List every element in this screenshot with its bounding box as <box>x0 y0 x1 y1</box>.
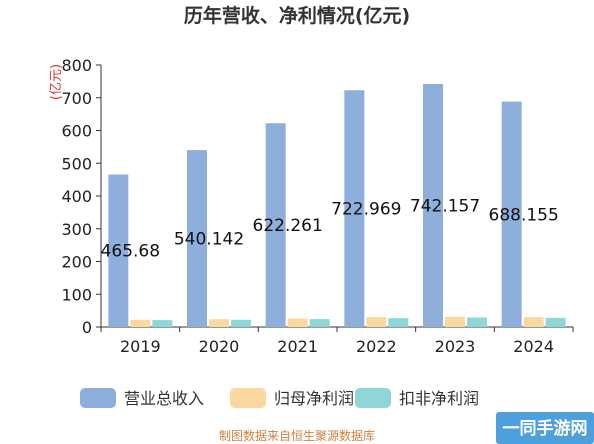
legend-swatch <box>80 388 116 408</box>
bar <box>523 317 544 327</box>
legend-label: 营业总收入 <box>124 389 204 408</box>
y-tick-label: 200 <box>61 253 92 272</box>
legend-label: 归母净利润 <box>274 389 354 408</box>
bar <box>130 319 151 327</box>
y-tick-label: 0 <box>82 318 92 337</box>
bars <box>108 83 566 328</box>
source-note: 制图数据来自恒生聚源数据库 <box>219 428 375 443</box>
watermark-text: 一同手游网 <box>503 418 588 439</box>
bar <box>545 317 566 327</box>
bar <box>108 174 129 327</box>
chart-title: 历年营收、净利情况(亿元) <box>184 4 410 27</box>
legend-swatch <box>355 388 391 408</box>
y-tick-label: 500 <box>61 154 92 173</box>
y-tick-label: 600 <box>61 122 92 141</box>
watermark-logo: 一同手游网 <box>496 412 594 444</box>
data-label: 688.155 <box>489 205 559 225</box>
y-tick-label: 400 <box>61 187 92 206</box>
bar <box>344 90 365 327</box>
y-tick-label: 700 <box>61 89 92 108</box>
bar <box>152 320 173 327</box>
bar <box>209 319 229 327</box>
x-tick-label: 2019 <box>120 337 161 356</box>
bar <box>501 101 522 327</box>
bar <box>265 123 286 327</box>
data-label: 540.142 <box>174 230 244 250</box>
x-tick-label: 2020 <box>199 337 240 356</box>
bar <box>467 317 487 327</box>
legend: 营业总收入 归母净利润 扣非净利润 <box>80 388 479 408</box>
y-tick-label: 100 <box>61 285 92 304</box>
data-label: 465.68 <box>101 242 160 262</box>
x-tick-label: 2024 <box>513 337 554 356</box>
data-label: 722.969 <box>331 200 401 220</box>
data-label: 742.157 <box>410 196 480 216</box>
bar <box>287 318 308 327</box>
data-label: 622.261 <box>253 216 323 236</box>
axes: 0 100 200 300 400 500 600 700 800 2019 2020 2021 202… <box>61 56 574 356</box>
bar <box>388 318 409 327</box>
x-tick-label: 2023 <box>435 337 476 356</box>
bar <box>309 319 330 327</box>
y-tick-label: 800 <box>61 56 92 75</box>
legend-swatch <box>230 388 266 408</box>
bar <box>445 316 465 327</box>
y-axis-label: (亿元) <box>49 64 64 100</box>
bar <box>423 83 443 328</box>
legend-label: 扣非净利润 <box>399 389 479 408</box>
bar <box>366 317 387 327</box>
x-tick-label: 2021 <box>277 337 318 356</box>
bar <box>231 319 251 327</box>
y-tick-label: 300 <box>61 220 92 239</box>
x-tick-label: 2022 <box>356 337 397 356</box>
data-labels: 465.68 540.142 622.261 722.969 742.157 688.15… <box>101 196 559 261</box>
bar <box>187 150 207 327</box>
